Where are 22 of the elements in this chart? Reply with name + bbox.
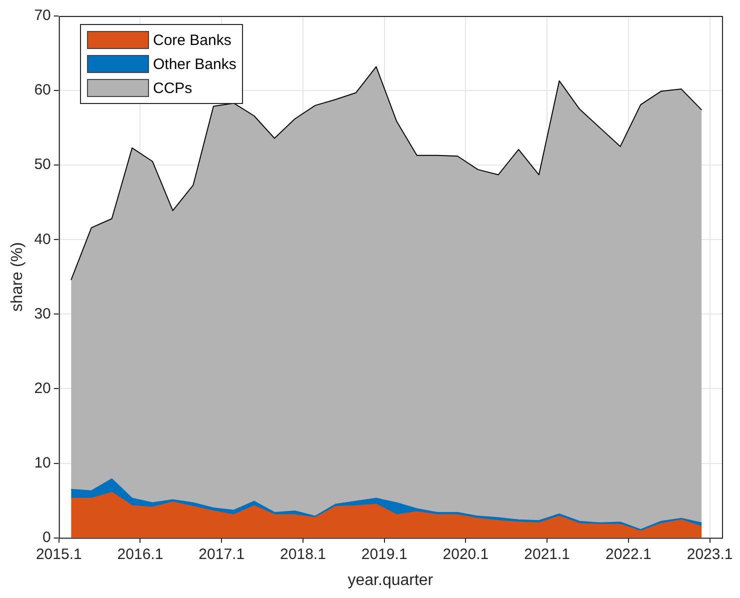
y-tick-label: 0 [42, 528, 51, 546]
x-axis-title: year.quarter [348, 572, 434, 589]
y-tick-label: 20 [34, 380, 51, 397]
y-tick-label: 10 [34, 454, 51, 472]
y-axis-title: share (%) [9, 242, 26, 312]
y-tick-label: 50 [34, 156, 51, 174]
x-tick-label: 2015.1 [36, 546, 82, 563]
y-tick-label: 60 [34, 82, 51, 99]
x-tick-label: 2021.1 [524, 546, 570, 563]
x-tick-label: 2016.1 [117, 546, 164, 563]
x-tick-label: 2017.1 [198, 546, 245, 563]
x-tick-label: 2020.1 [442, 546, 489, 563]
x-tick-label: 2023.1 [686, 546, 733, 563]
series-label: CCPs [153, 80, 192, 96]
y-tick-label: 70 [34, 7, 51, 24]
legend-label: Core Banks [153, 32, 232, 48]
legend-label: Other Banks [153, 56, 236, 72]
y-tick-label: 40 [34, 230, 51, 248]
x-tick-label: 2019.1 [361, 546, 408, 563]
x-tick-label: 2022.1 [605, 546, 652, 563]
y-tick-label: 30 [34, 305, 51, 322]
x-tick-label: 2018.1 [280, 546, 326, 563]
